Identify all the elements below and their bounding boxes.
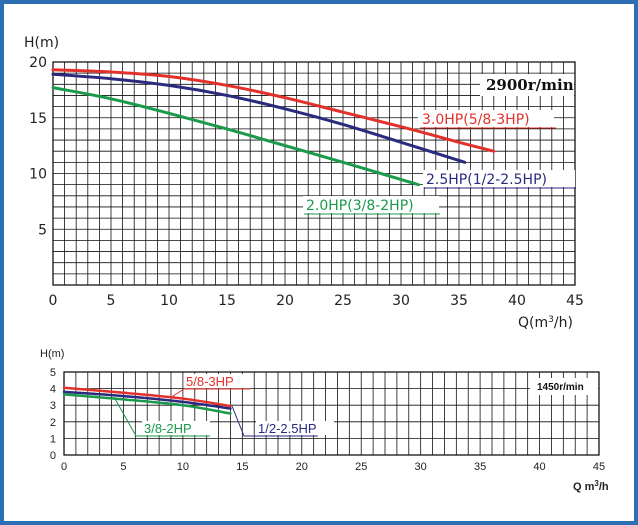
top-x-tick-label: 45 (566, 293, 584, 309)
top-grid (52, 61, 576, 286)
bottom-y-tick-label: 2 (50, 417, 56, 429)
bottom-x-tick-label: 30 (415, 461, 427, 473)
top-y-tick-label: 5 (38, 222, 47, 238)
bottom-x-tick-label: 40 (533, 461, 545, 473)
leader-3_8 (113, 396, 210, 437)
bottom-x-tick-label: 10 (177, 461, 189, 473)
ann-bg-3hp (418, 110, 554, 127)
ann-bg-5_8 (184, 374, 250, 388)
top-curves (51, 68, 496, 187)
top-curve-1 (51, 72, 467, 164)
leader-1_2 (231, 405, 318, 437)
bottom-y-tick-label: 1 (50, 433, 56, 445)
top-series-label-2_5hp: 2.5HP(1/2-2.5HP) (426, 172, 547, 188)
bottom-x-tick-label: 35 (474, 461, 486, 473)
top-curve-2 (51, 86, 420, 187)
ann-bg-3_8 (142, 421, 210, 435)
top-x-tick-label: 5 (107, 293, 116, 309)
top-y-tick-label: 20 (29, 55, 47, 71)
leader-5_8 (169, 388, 250, 399)
top-speed-label: 2900r/min (486, 76, 574, 94)
bottom-x-ticks: 0 5 10 15 20 25 30 35 40 45 (61, 461, 605, 473)
bottom-speed-label: 1450r/min (537, 382, 584, 393)
bottom-series-label-1_2: 1/2-2.5HP (258, 421, 317, 436)
top-x-tick-label: 40 (508, 293, 526, 309)
top-y-ticks: 5 10 15 20 (29, 55, 47, 238)
top-x-axis-label: Q(m3/h) (518, 315, 573, 331)
bottom-speed-box (530, 378, 598, 395)
top-x-tick-label: 35 (450, 293, 468, 309)
top-y-tick-label: 10 (29, 167, 47, 183)
top-x-tick-label: 0 (49, 293, 58, 309)
bottom-curve-2 (62, 393, 232, 415)
bottom-x-tick-label: 45 (593, 461, 605, 473)
top-curve-0 (51, 68, 496, 153)
top-y-tick-label: 15 (29, 111, 47, 127)
bottom-curves (62, 386, 232, 415)
bottom-y-axis-label: H(m) (40, 348, 64, 360)
top-x-tick-label: 15 (218, 293, 236, 309)
bottom-series-label-3_8: 3/8-2HP (144, 421, 192, 436)
bottom-y-tick-label: 3 (50, 400, 56, 412)
top-y-axis-label: H(m) (24, 35, 59, 51)
bottom-x-tick-label: 25 (355, 461, 367, 473)
top-x-tick-label: 20 (276, 293, 294, 309)
top-x-tick-label: 30 (392, 293, 410, 309)
top-x-tick-label: 25 (334, 293, 352, 309)
bottom-x-tick-label: 20 (296, 461, 308, 473)
ann-bg-2hp (303, 196, 439, 213)
bottom-x-tick-label: 5 (120, 461, 126, 473)
top-x-tick-label: 10 (160, 293, 178, 309)
bottom-y-tick-label: 4 (50, 384, 56, 396)
top-series-label-3hp: 3.0HP(5/8-3HP) (422, 112, 530, 128)
bottom-plot-area (63, 371, 600, 456)
bottom-curve-1 (62, 390, 232, 410)
top-x-ticks: 0 5 10 15 20 25 30 35 40 45 (49, 293, 584, 309)
ann-bg-1_2 (256, 421, 334, 435)
bottom-grid (63, 371, 600, 456)
bottom-series-label-5_8: 5/8-3HP (186, 374, 234, 389)
bottom-x-axis-label: Q m3/h (573, 479, 609, 493)
bottom-curve-0 (62, 386, 232, 408)
bottom-y-tick-label: 0 (50, 450, 56, 462)
bottom-y-tick-label: 5 (50, 367, 56, 379)
bottom-y-ticks: 0 1 2 3 4 5 (50, 367, 56, 462)
bottom-x-tick-label: 15 (236, 461, 248, 473)
top-series-label-2hp: 2.0HP(3/8-2HP) (306, 198, 414, 214)
bottom-x-tick-label: 0 (61, 461, 67, 473)
ann-bg-2_5hp (423, 170, 575, 187)
top-speed-box (480, 74, 574, 96)
